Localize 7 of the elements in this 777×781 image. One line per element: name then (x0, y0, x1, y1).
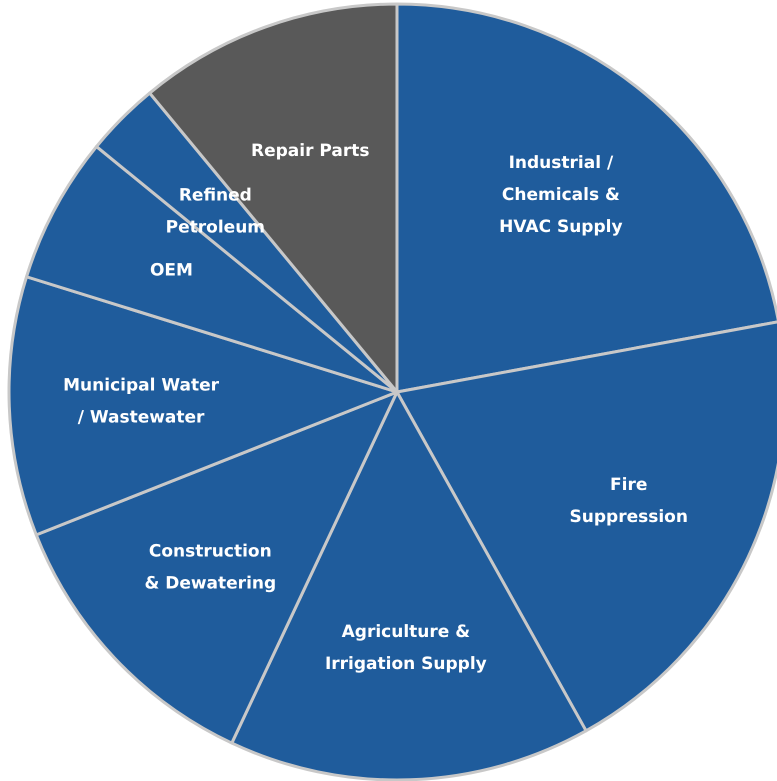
slice-label: Municipal Water / Wastewater (63, 376, 220, 428)
slice-label: Repair Parts (251, 141, 370, 162)
slice-label: OEM (150, 260, 193, 281)
slice-label: Fire Suppression (570, 475, 688, 528)
slice-label: Construction & Dewatering (144, 541, 276, 594)
slice-label: Agriculture & Irrigation Supply (324, 622, 487, 674)
slice-label: Industrial / Chemicals & HVAC Supply (499, 153, 623, 238)
